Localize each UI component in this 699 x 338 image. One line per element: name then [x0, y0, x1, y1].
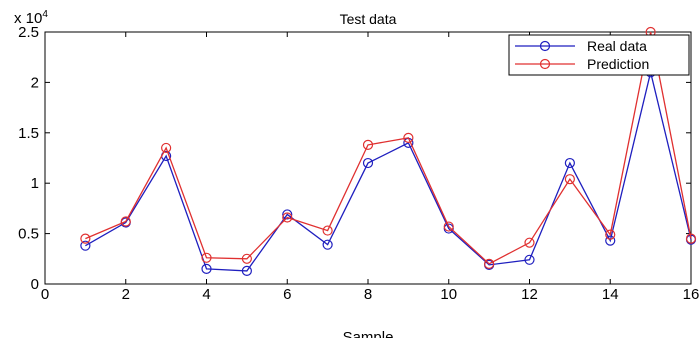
data-point [564, 157, 575, 169]
legend-marker [539, 40, 551, 52]
data-point [605, 229, 616, 240]
x-tick-label: 12 [521, 286, 538, 303]
x-tick-label: 8 [364, 286, 372, 303]
data-point [362, 157, 374, 169]
y-exponent-power: 4 [42, 9, 48, 20]
data-point [201, 263, 212, 274]
data-point [201, 252, 212, 263]
legend-item: Real data [515, 38, 647, 54]
data-point [322, 225, 333, 236]
legend: Real data Prediction [508, 34, 690, 76]
data-point [605, 235, 616, 246]
legend-label: Real data [587, 38, 647, 54]
data-point [524, 254, 535, 265]
data-point [80, 233, 91, 244]
x-tick-label: 2 [122, 286, 130, 303]
data-point [403, 132, 414, 143]
y-tick-label: 0 [31, 276, 39, 293]
x-tick-label: 10 [440, 286, 457, 303]
data-point [564, 174, 575, 185]
x-tick-label: 4 [202, 286, 210, 303]
legend-box [508, 34, 690, 76]
chart-title: Test data [340, 11, 397, 27]
data-point [524, 237, 535, 248]
y-tick-label: 1 [31, 175, 39, 192]
series-0 [80, 67, 697, 276]
series-1 [80, 26, 697, 269]
x-tick-label: 0 [41, 286, 49, 303]
x-tick-label: 16 [683, 286, 699, 303]
x-axis-label: Sample [343, 329, 394, 338]
data-point [161, 142, 172, 154]
series-line [85, 72, 692, 272]
x-tick-label: 6 [283, 286, 291, 303]
legend-marker [539, 58, 551, 70]
data-point [80, 240, 91, 251]
data-point [443, 221, 454, 232]
y-tick-label: 1.5 [18, 125, 39, 142]
legend-label: Prediction [587, 56, 649, 72]
y-tick-label: 2 [31, 74, 39, 91]
y-exponent-label: x 104 [14, 9, 48, 27]
series-line [85, 31, 692, 265]
data-point [282, 209, 293, 220]
data-point [241, 265, 252, 276]
x-tick-label: 14 [602, 286, 619, 303]
x-axis: 0 2 4 6 8 10 12 14 16 [41, 32, 699, 303]
series-layer [80, 26, 697, 276]
y-tick-label: 2.5 [18, 24, 39, 41]
y-axis: 0 0.5 1 1.5 2 2.5 [18, 24, 691, 293]
data-point [282, 212, 293, 223]
data-point [241, 253, 252, 264]
y-tick-label: 0.5 [18, 226, 39, 243]
data-point [120, 216, 131, 227]
data-point [685, 233, 697, 244]
legend-item: Prediction [515, 56, 649, 72]
data-point [362, 139, 374, 150]
y-exponent-base: x 10 [14, 10, 42, 27]
data-point [484, 258, 495, 269]
data-point [322, 239, 333, 250]
